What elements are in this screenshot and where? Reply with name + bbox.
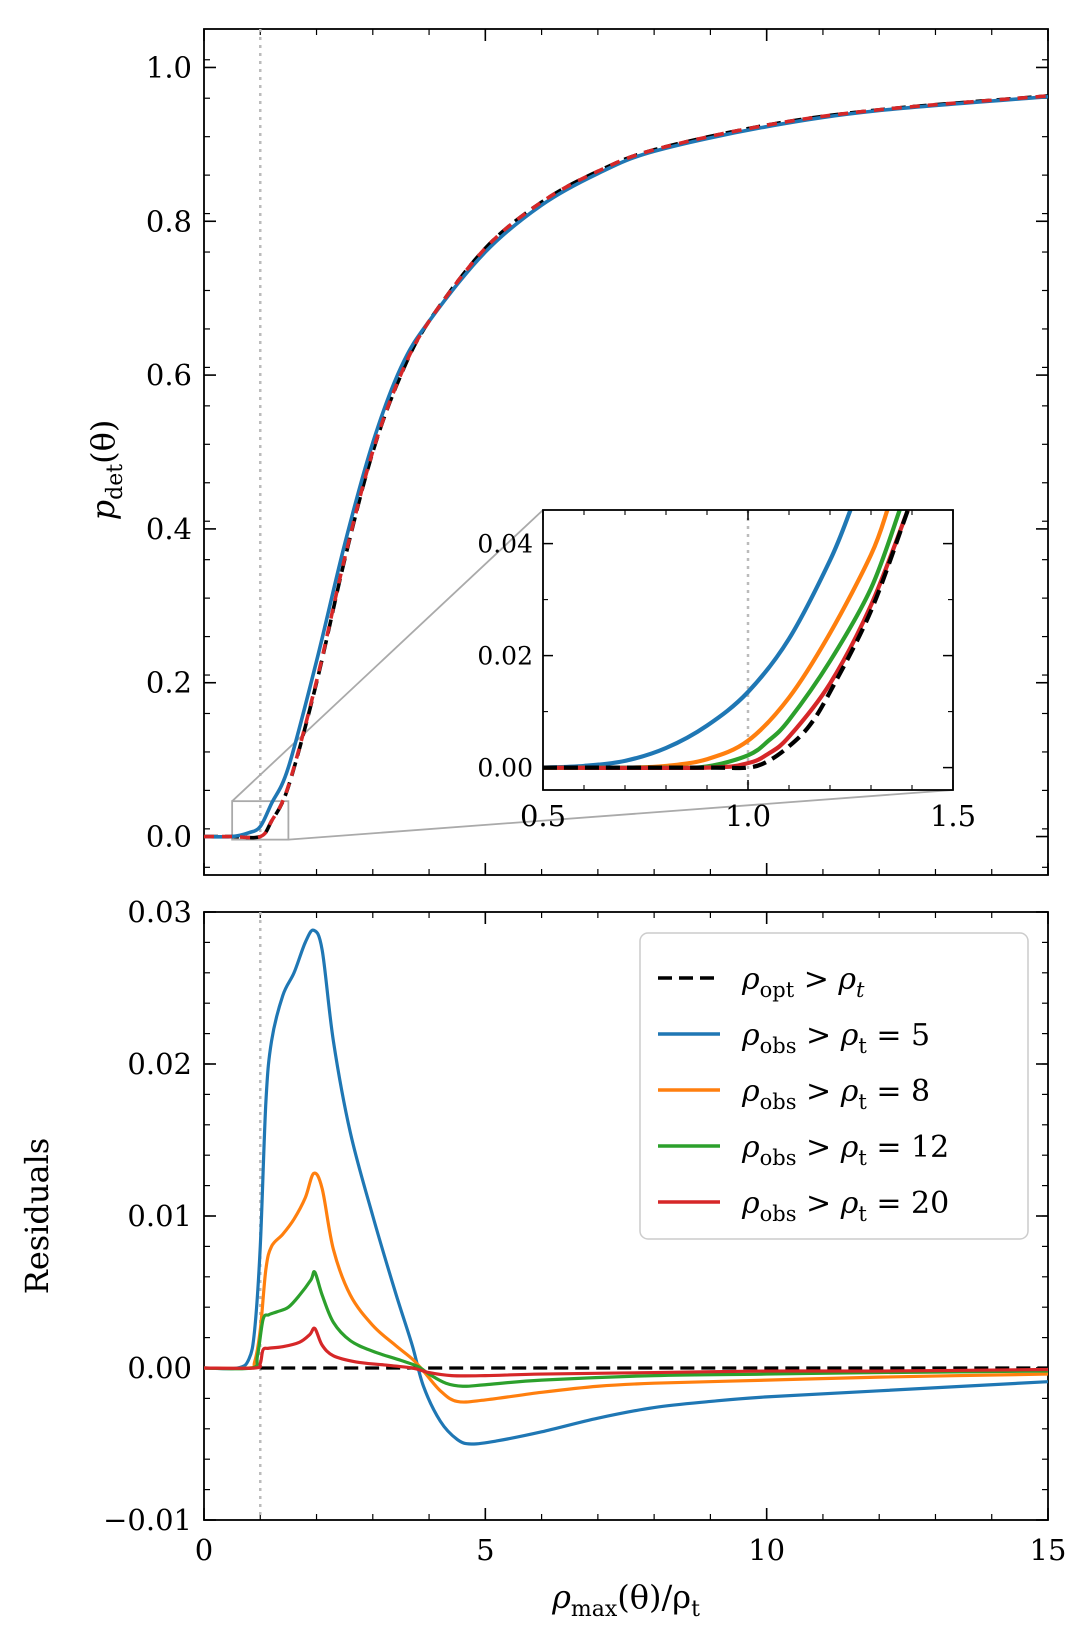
inset-ytick-label: 0.04 bbox=[477, 530, 533, 559]
top-ylabel: pdet(θ) bbox=[84, 420, 128, 521]
legend: ρopt > ρt ρobs > ρt = 5 ρobs > ρt = 8 ρobs … bbox=[639, 932, 1029, 1240]
legend-box bbox=[639, 932, 1029, 1240]
bottom-series-rho-obs-rho-t-8 bbox=[204, 1171, 1048, 1404]
inset-series-rho-obs-rho-t-5 bbox=[543, 510, 853, 770]
top-series-rho-obs-rho-t-20 bbox=[204, 94, 1048, 840]
top-series bbox=[204, 94, 1048, 840]
inset-frame bbox=[542, 509, 954, 791]
bottom-ytick-label: 0.00 bbox=[127, 1351, 192, 1385]
inset-ytick-label: 0.02 bbox=[477, 642, 533, 671]
bottom-xtick-label: 5 bbox=[476, 1533, 494, 1567]
inset-ytick-label: 0.00 bbox=[477, 754, 533, 783]
top-plot-frame bbox=[203, 28, 1049, 876]
top-ytick-label: 0.0 bbox=[146, 820, 192, 854]
xlabel: ρmax(θ)/ρt bbox=[551, 1578, 700, 1622]
top-ytick-label: 1.0 bbox=[146, 50, 192, 84]
bottom-series-rho-obs-rho-t-12 bbox=[204, 1270, 1048, 1388]
inset-xtick-label: 1.0 bbox=[725, 799, 771, 833]
bottom-ytick-label: 0.01 bbox=[127, 1199, 192, 1233]
top-ytick-label: 0.4 bbox=[146, 512, 192, 546]
bottom-ytick-label: 0.02 bbox=[127, 1047, 192, 1081]
inset-xtick-label: 0.5 bbox=[520, 799, 566, 833]
legend-label: ρobs > ρt = 12 bbox=[741, 1130, 949, 1170]
bottom-xtick-label: 10 bbox=[748, 1533, 785, 1567]
bottom-xtick-label: 15 bbox=[1030, 1533, 1067, 1567]
legend-label: ρobs > ρt = 5 bbox=[741, 1018, 930, 1058]
legend-label: ρopt > ρt bbox=[741, 962, 865, 1002]
bottom-ticks: −0.01 0.00 0.01 0.02 0.03 0 5 10 15 bbox=[103, 895, 1066, 1567]
top-ticks: 0.0 0.2 0.4 0.6 0.8 1.0 bbox=[146, 29, 1049, 875]
bottom-xtick-label: 0 bbox=[195, 1533, 213, 1567]
legend-item: ρobs > ρt = 5 bbox=[658, 1018, 930, 1058]
inset-xtick-label: 1.5 bbox=[930, 799, 976, 833]
legend-label: ρobs > ρt = 8 bbox=[741, 1074, 930, 1114]
top-panel: 0.0 0.2 0.4 0.6 0.8 1.0 pdet(θ) bbox=[84, 28, 1049, 876]
bottom-series bbox=[204, 928, 1048, 1446]
inset-panel: 0.5 1.0 1.5 0.00 0.02 0.04 bbox=[477, 509, 976, 833]
top-ytick-label: 0.6 bbox=[146, 358, 192, 392]
zoom-connector-lower bbox=[288, 789, 954, 841]
bottom-ytick-label: 0.03 bbox=[127, 895, 192, 929]
zoom-indicator bbox=[231, 509, 954, 841]
legend-item: ρobs > ρt = 12 bbox=[658, 1130, 949, 1170]
inset-series-rho-opt-rho-t bbox=[543, 510, 910, 771]
bottom-ylabel: Residuals bbox=[18, 1138, 56, 1295]
top-ytick-label: 0.8 bbox=[146, 204, 192, 238]
bottom-panel: −0.01 0.00 0.01 0.02 0.03 0 5 10 15 Residuals ρm… bbox=[18, 895, 1066, 1622]
inset-series bbox=[543, 510, 910, 771]
top-ytick-label: 0.2 bbox=[146, 666, 192, 700]
bottom-ytick-label: −0.01 bbox=[103, 1503, 192, 1537]
zoom-connector-upper bbox=[231, 509, 544, 802]
bottom-series-rho-obs-rho-t-20 bbox=[204, 1326, 1048, 1378]
legend-item: ρobs > ρt = 20 bbox=[658, 1186, 949, 1226]
legend-item: ρopt > ρt bbox=[658, 962, 865, 1002]
zoom-rect bbox=[231, 800, 290, 841]
bottom-series-rho-obs-rho-t-5 bbox=[204, 928, 1048, 1446]
legend-label: ρobs > ρt = 20 bbox=[741, 1186, 949, 1226]
legend-item: ρobs > ρt = 8 bbox=[658, 1074, 930, 1114]
